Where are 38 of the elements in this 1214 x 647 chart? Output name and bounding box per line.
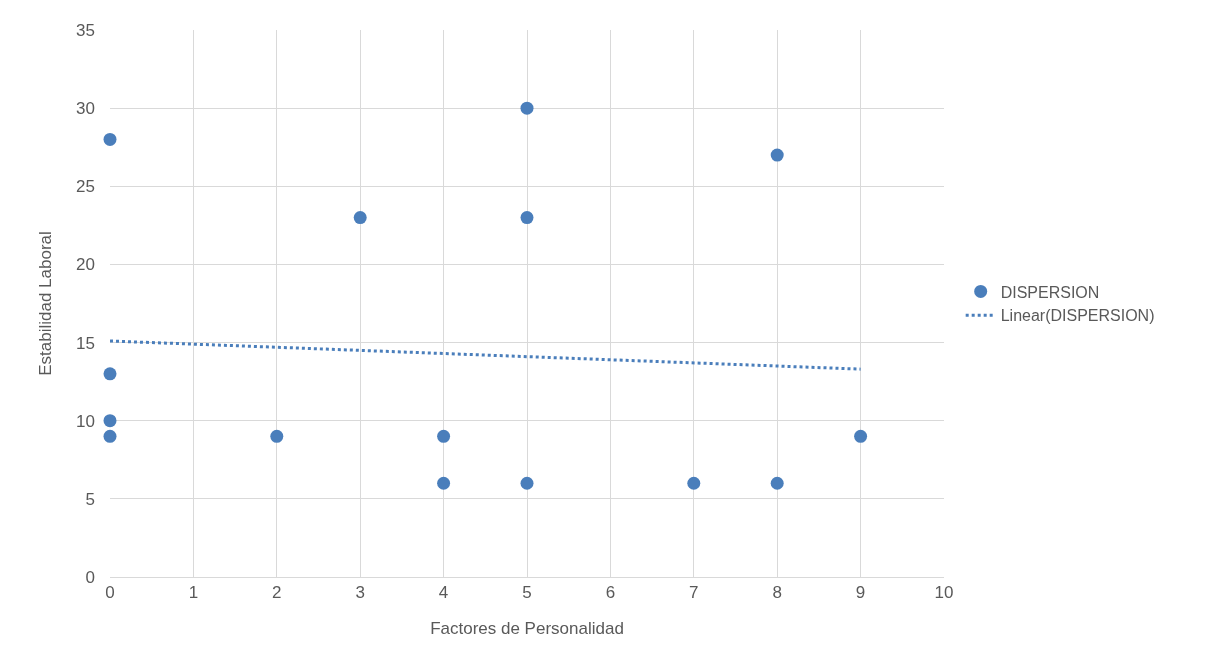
y-tick-label: 25	[76, 177, 95, 197]
point	[854, 429, 868, 443]
point	[437, 476, 451, 490]
x-tick-label: 7	[689, 583, 699, 603]
legend-label: DISPERSION	[1000, 283, 1100, 301]
point	[770, 148, 784, 162]
y-tick-label: 5	[85, 489, 95, 509]
point	[520, 211, 534, 225]
point	[770, 476, 784, 490]
x-tick-label: 4	[438, 583, 449, 603]
x-tick-label: 9	[855, 583, 866, 603]
y-tick-label: 15	[76, 333, 95, 353]
point	[520, 476, 534, 490]
point	[103, 429, 117, 443]
point	[103, 132, 117, 146]
point	[353, 211, 367, 225]
point	[103, 414, 117, 428]
point	[687, 476, 701, 490]
x-tick-label: 8	[772, 583, 782, 603]
point	[437, 429, 451, 443]
x-tick-label: 6	[605, 583, 616, 603]
x-tick-label: 2	[272, 583, 282, 603]
x-tick-label: 1	[188, 583, 199, 603]
x-tick-label: 10	[934, 583, 954, 603]
point	[270, 429, 284, 443]
y-axis-title: Estabilidad Laboral	[35, 231, 55, 376]
y-tick-label: 10	[76, 411, 95, 431]
x-tick-label: 3	[355, 583, 365, 603]
x-tick-label: 0	[105, 583, 115, 603]
point	[103, 367, 117, 381]
y-tick-label: 35	[76, 20, 95, 40]
y-tick-label: 30	[76, 99, 95, 119]
x-axis-title: Factores de Personalidad	[430, 618, 624, 638]
legend-label: Linear(DISPERSION)	[1000, 307, 1155, 325]
point	[520, 101, 534, 115]
y-tick-label: 0	[85, 567, 95, 587]
x-tick-label: 5	[522, 583, 532, 603]
y-tick-label: 20	[76, 255, 95, 275]
